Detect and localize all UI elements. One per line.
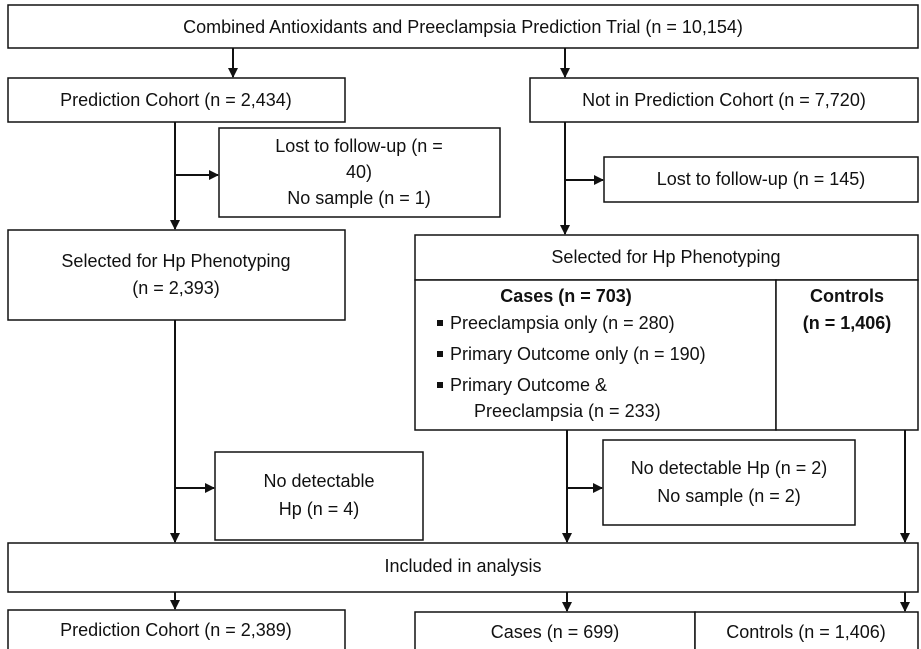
heading: (n = 1,406) [803,313,892,333]
node: Prediction Cohort (n = 2,389) [60,620,292,640]
node: Included in analysis [384,556,541,576]
heading: Cases (n = 703) [500,286,632,306]
node: Selected for Hp Phenotyping [61,251,290,271]
node: Hp (n = 4) [279,499,360,519]
node: Not in Prediction Cohort (n = 7,720) [582,90,866,110]
node: No detectable [263,471,374,491]
boxes [7,4,919,649]
heading: Controls [810,286,884,306]
node: Controls (n = 1,406) [726,622,886,642]
item: Primary Outcome only (n = 190) [450,344,706,364]
node: No sample (n = 2) [657,486,801,506]
item: Preeclampsia only (n = 280) [450,313,675,333]
node: Selected for Hp Phenotyping [551,247,780,267]
trial: Combined Antioxidants and Preeclampsia P… [183,17,743,37]
labels: Combined Antioxidants and Preeclampsia P… [60,17,891,642]
item: Preeclampsia (n = 233) [474,401,661,421]
connectors [170,48,910,612]
node: Lost to follow-up (n = [275,136,443,156]
node: Lost to follow-up (n = 145) [657,169,866,189]
node: (n = 2,393) [132,278,220,298]
node: Cases (n = 699) [491,622,620,642]
node: No sample (n = 1) [287,188,431,208]
node: Prediction Cohort (n = 2,434) [60,90,292,110]
node: No detectable Hp (n = 2) [631,458,828,478]
item: Primary Outcome & [450,375,607,395]
node: 40) [346,162,372,182]
